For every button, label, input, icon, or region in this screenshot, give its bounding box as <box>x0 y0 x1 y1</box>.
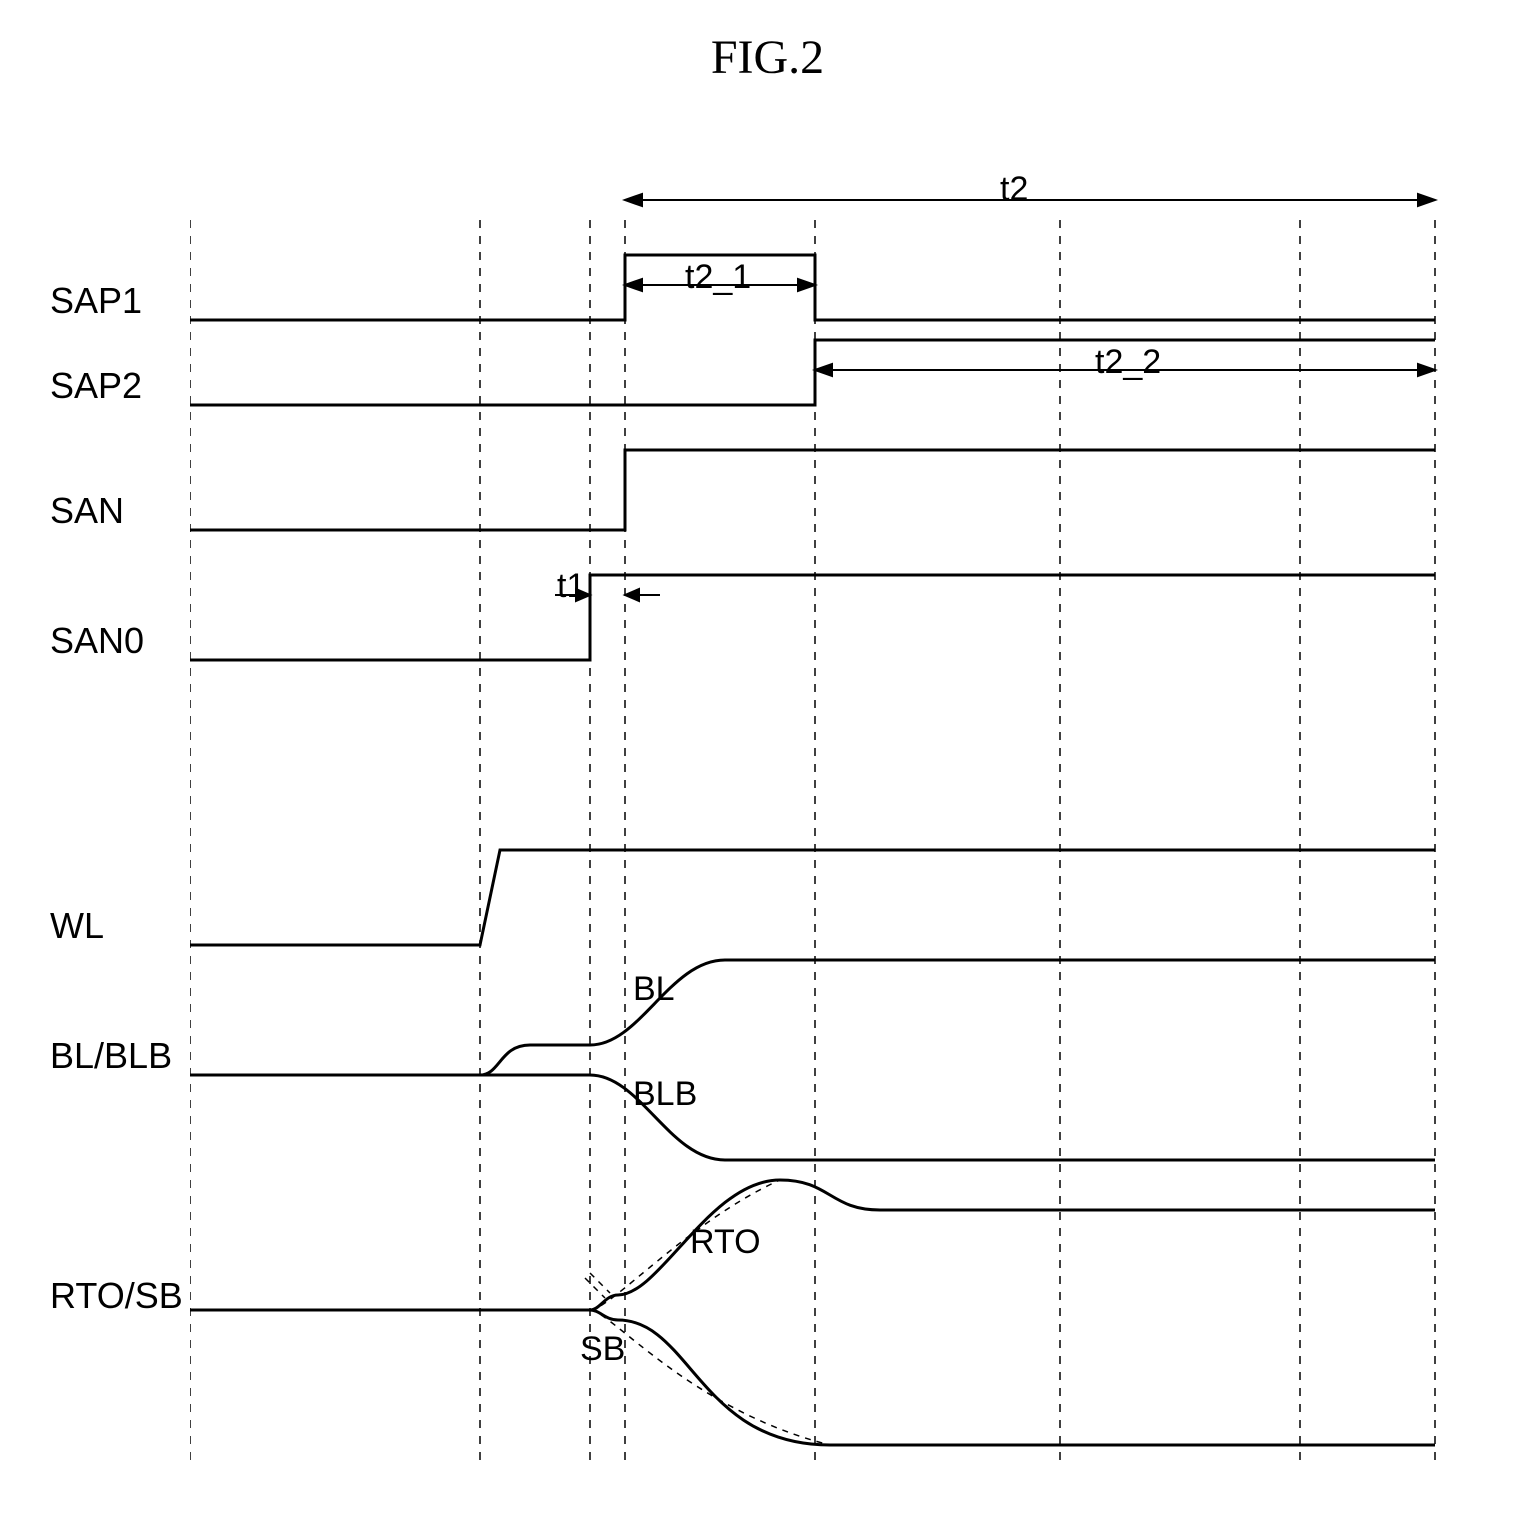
signal-label-san: SAN <box>50 490 124 532</box>
time-annotation-t2 <box>625 194 1435 206</box>
signal-blb <box>190 1075 1435 1160</box>
inline-label-bl: BL <box>633 970 675 1009</box>
inline-label-rto: RTO <box>690 1223 761 1262</box>
signal-label-bl-blb: BL/BLB <box>50 1035 172 1077</box>
timing-svg <box>190 180 1440 1460</box>
signal-label-san0: SAN0 <box>50 620 144 662</box>
inline-label-blb: BLB <box>633 1075 697 1114</box>
signal-sb <box>190 1310 1435 1445</box>
figure-title: FIG.2 <box>711 30 824 85</box>
signal-sap2 <box>190 340 1435 405</box>
inline-label-sb: SB <box>580 1330 625 1369</box>
signal-label-rto-sb: RTO/SB <box>50 1275 183 1317</box>
timing-diagram: SAP1 SAP2 SAN SAN0 WL BL/BLB RTO/SB <box>60 180 1480 1460</box>
signal-rto <box>190 1180 1435 1310</box>
signal-sb-dashed <box>590 1310 830 1445</box>
signal-label-sap2: SAP2 <box>50 365 142 407</box>
signal-wl <box>190 850 1435 945</box>
chart-area: t2 t2_1 t2_2 t1 BL BLB RTO SB <box>190 180 1440 1460</box>
signal-sap1 <box>190 255 1435 320</box>
time-label-t2: t2 <box>1000 170 1028 209</box>
signal-san <box>190 450 1435 530</box>
time-label-t1: t1 <box>557 567 585 606</box>
time-label-t2-1: t2_1 <box>685 258 751 297</box>
signal-san0 <box>190 575 1435 660</box>
signal-label-wl: WL <box>50 905 104 947</box>
signal-bl <box>190 960 1435 1075</box>
time-label-t2-2: t2_2 <box>1095 343 1161 382</box>
signal-label-sap1: SAP1 <box>50 280 142 322</box>
